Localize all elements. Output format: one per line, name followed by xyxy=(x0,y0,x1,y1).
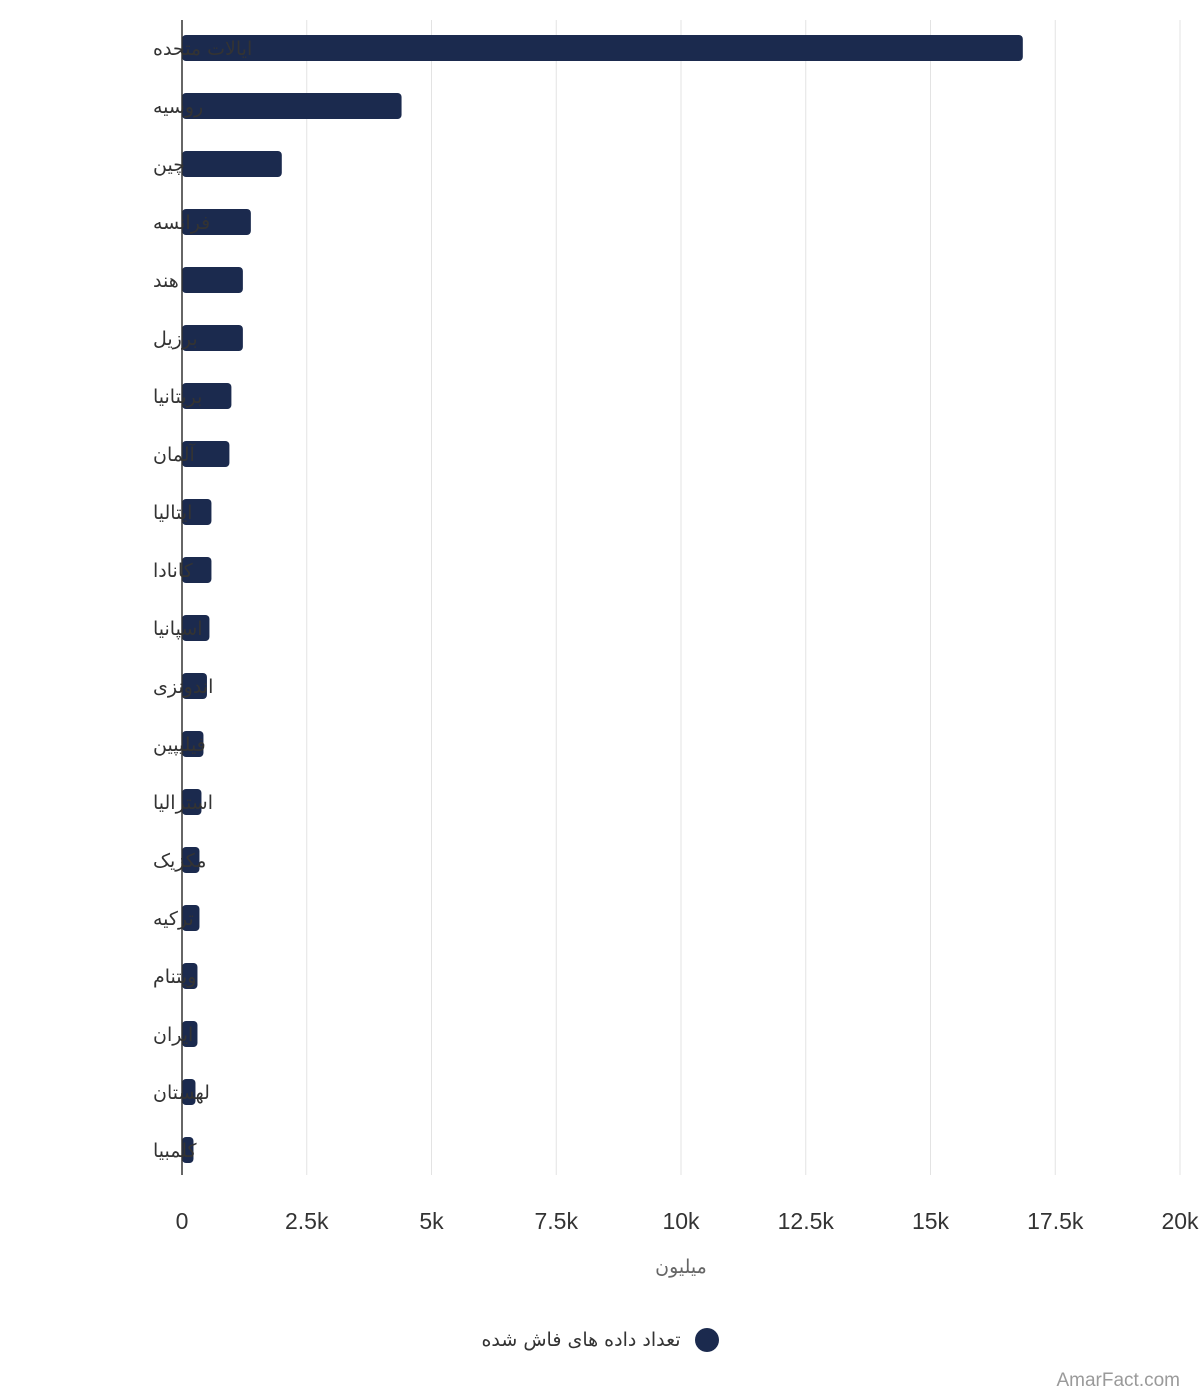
category-label: ایالات متحده xyxy=(153,38,252,60)
bar[interactable] xyxy=(182,615,210,641)
bars xyxy=(182,35,1023,1163)
x-tick-label: 15k xyxy=(912,1208,950,1234)
bar[interactable] xyxy=(182,383,232,409)
bar[interactable] xyxy=(182,847,200,873)
x-tick-labels: 0 2.5k 5k 7.5k 10k 12.5k 15k 17.5k 20k xyxy=(176,1208,1199,1234)
category-labels: ایالات متحدهروسیهچینفرانسههندبرزیلبریتان… xyxy=(153,38,252,1162)
x-tick-label: 10k xyxy=(662,1208,700,1234)
x-tick-label: 20k xyxy=(1161,1208,1199,1234)
category-label: برزیل xyxy=(153,328,198,350)
bar[interactable] xyxy=(182,1079,196,1105)
x-tick-label: 12.5k xyxy=(778,1208,835,1234)
x-tick-label: 17.5k xyxy=(1027,1208,1084,1234)
category-label: کانادا xyxy=(153,560,194,582)
x-axis-title: میلیون xyxy=(655,1256,707,1278)
bar-chart: ایالات متحدهروسیهچینفرانسههندبرزیلبریتان… xyxy=(153,20,1199,1278)
category-label: ایران xyxy=(153,1024,193,1046)
x-tick-label: 5k xyxy=(419,1208,444,1234)
watermark: AmarFact.com xyxy=(1056,1370,1180,1391)
bar[interactable] xyxy=(182,499,212,525)
x-tick-label: 7.5k xyxy=(535,1208,579,1234)
bar[interactable] xyxy=(182,325,243,351)
bar[interactable] xyxy=(182,441,230,467)
category-label: چین xyxy=(153,154,185,176)
category-label: کلمبیا xyxy=(153,1140,198,1162)
bar[interactable] xyxy=(182,35,1023,61)
bar[interactable] xyxy=(182,905,200,931)
legend[interactable]: تعداد داده های فاش شده xyxy=(0,1322,1200,1358)
bar[interactable] xyxy=(182,731,204,757)
bar[interactable] xyxy=(182,673,207,699)
category-label: فیلیپین xyxy=(153,734,206,756)
category-label: هند xyxy=(153,270,179,292)
x-tick-label: 2.5k xyxy=(285,1208,329,1234)
category-label: ایتالیا xyxy=(153,502,192,524)
category-label: اندونزی xyxy=(153,676,213,698)
category-label: استرالیا xyxy=(153,792,213,814)
legend-label: تعداد داده های فاش شده xyxy=(481,1329,681,1351)
bar[interactable] xyxy=(182,209,251,235)
bar[interactable] xyxy=(182,789,202,815)
bar[interactable] xyxy=(182,963,198,989)
x-tick-label: 0 xyxy=(176,1208,189,1234)
legend-marker-icon xyxy=(694,1328,719,1352)
bar[interactable] xyxy=(182,267,243,293)
bar[interactable] xyxy=(182,151,282,177)
category-label: بریتانیا xyxy=(153,386,202,408)
category-label: آلمان xyxy=(153,442,196,466)
category-label: ویتنام xyxy=(153,966,196,988)
category-label: ترکیه xyxy=(153,908,194,930)
category-label: مکزیک xyxy=(153,850,206,872)
grid-lines xyxy=(306,20,1181,1175)
bar[interactable] xyxy=(182,93,402,119)
bar[interactable] xyxy=(182,1021,198,1047)
bar[interactable] xyxy=(182,557,212,583)
bar[interactable] xyxy=(182,1137,194,1163)
category-label: روسیه xyxy=(153,96,203,118)
category-label: اسپانیا xyxy=(153,618,203,640)
